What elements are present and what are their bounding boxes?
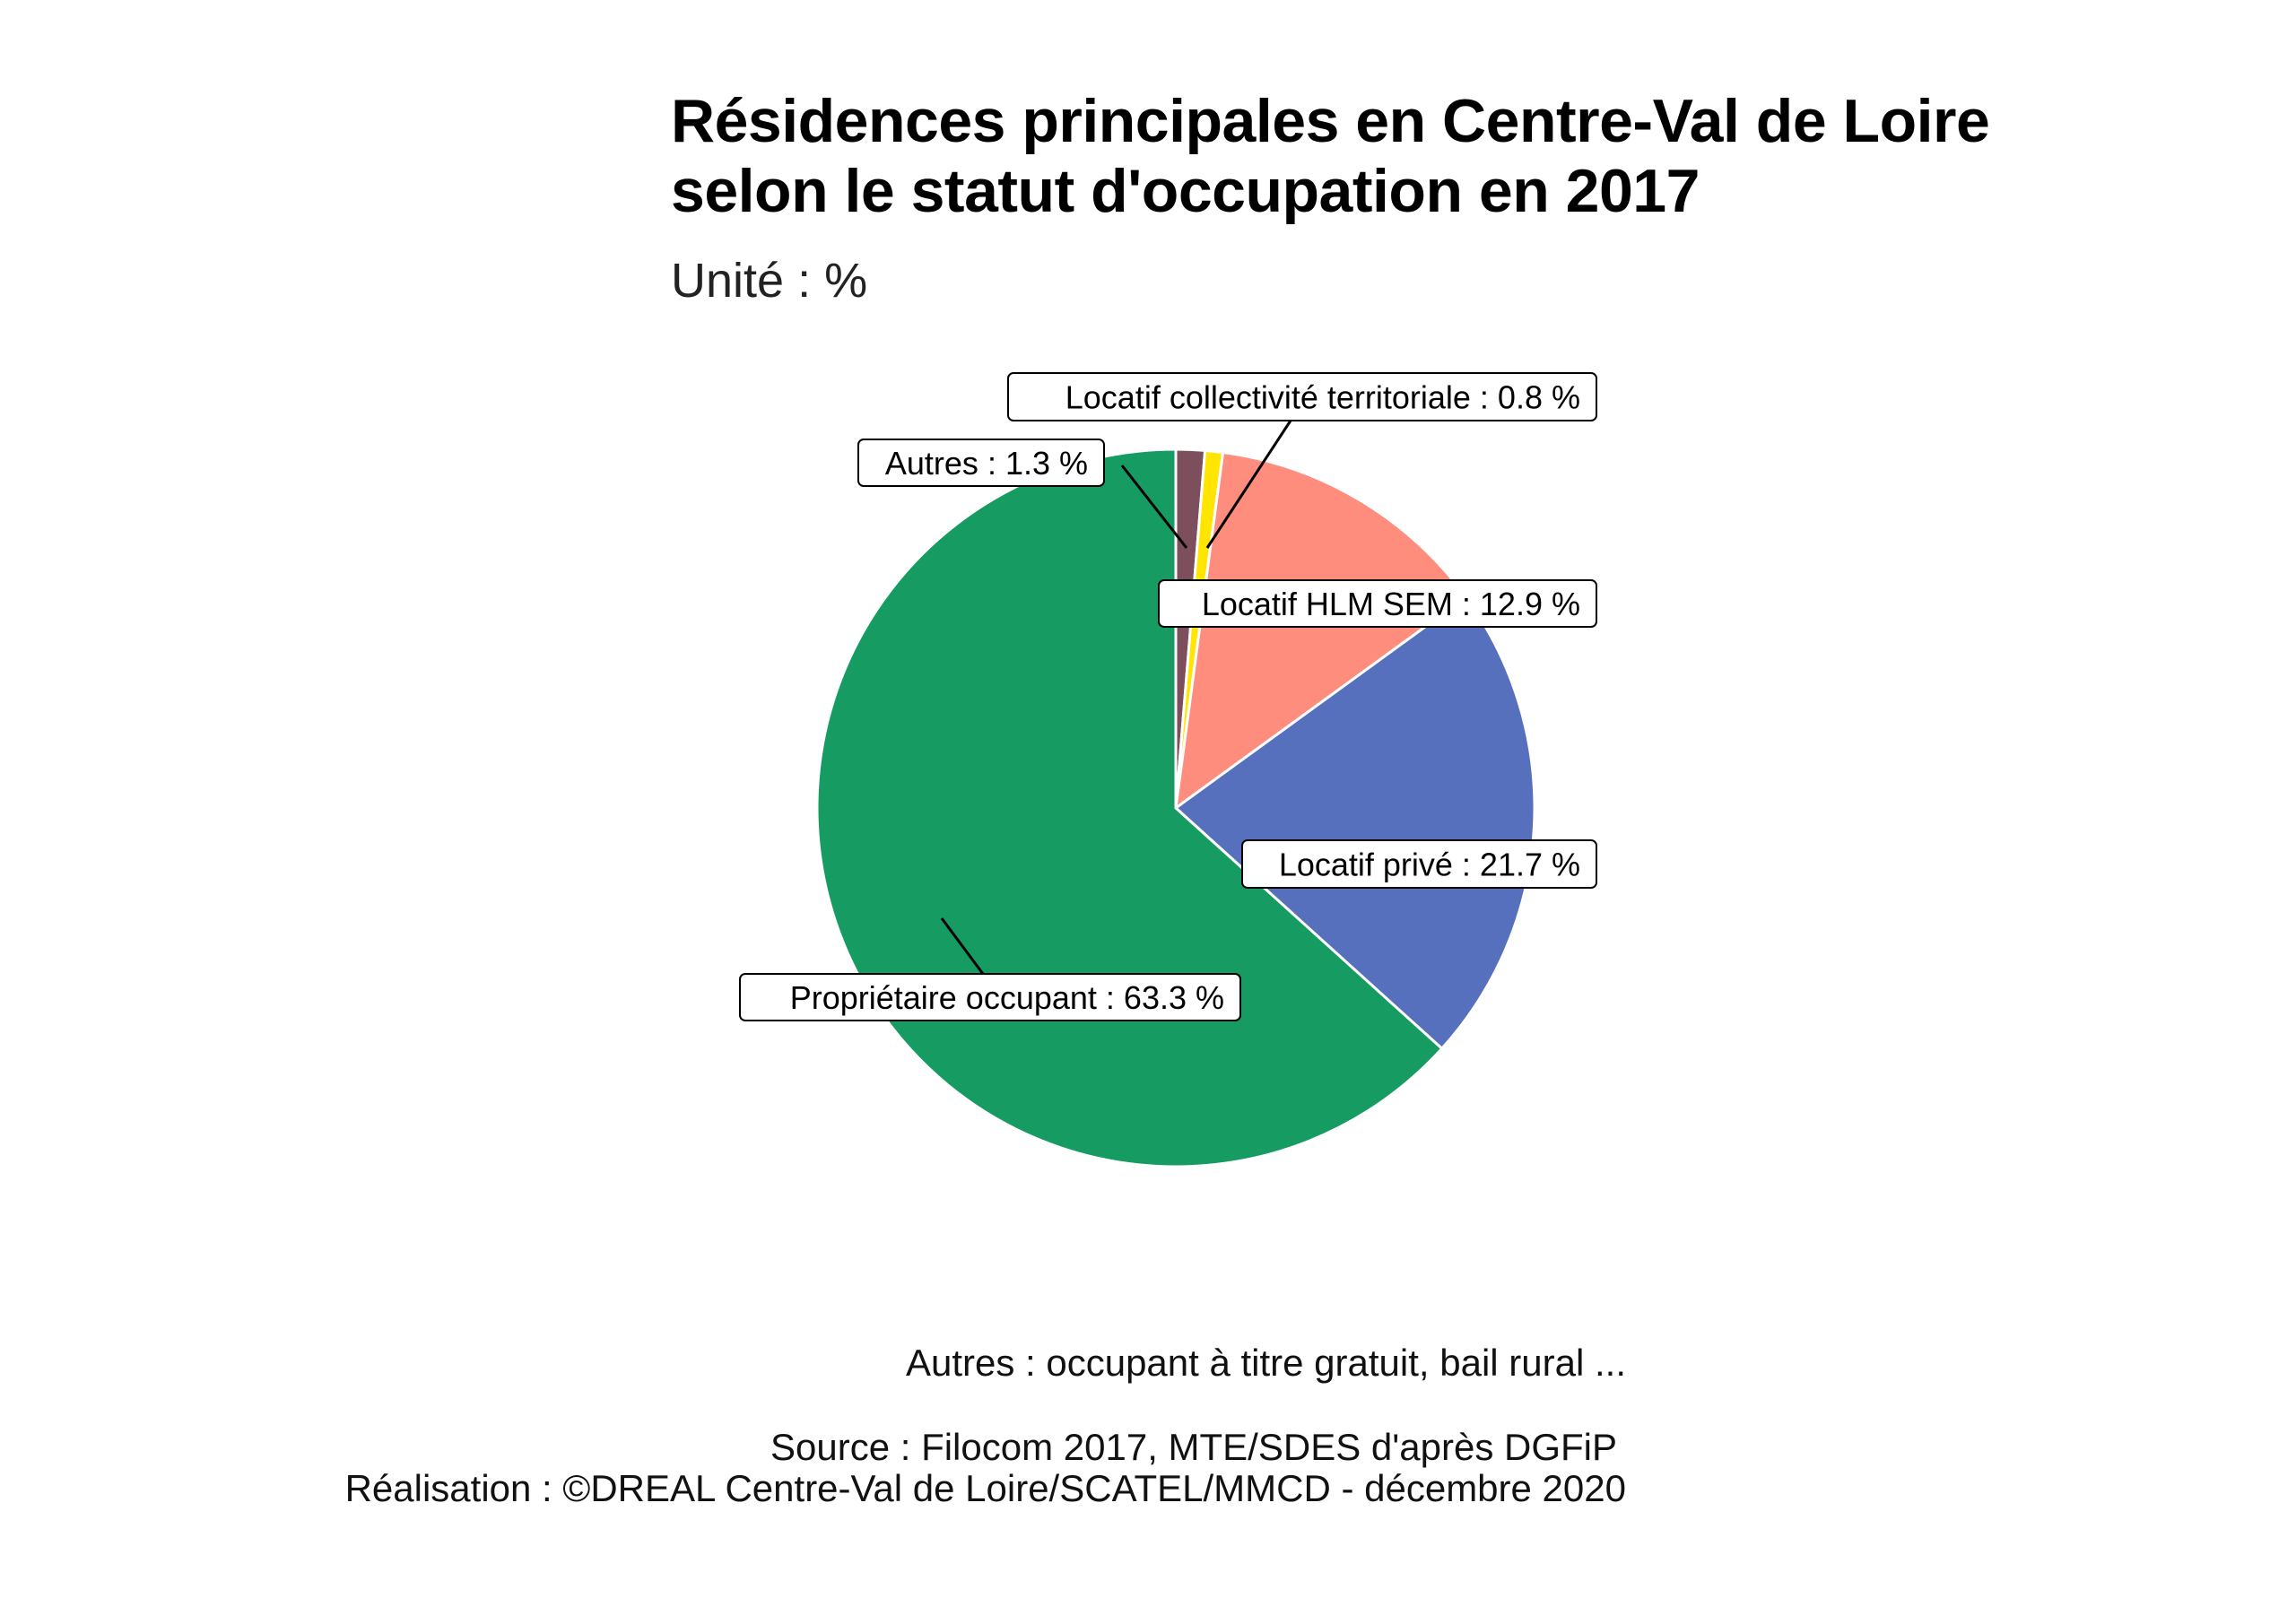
leader-line: [1205, 420, 1292, 549]
label-box: [1158, 579, 1597, 628]
label-box: [1007, 372, 1597, 421]
slice-label: Locatif collectivité territoriale : 0.8 …: [1007, 372, 1597, 421]
slice-label: Autres : 1.3 %: [857, 439, 1105, 487]
slice-label: Locatif HLM SEM : 12.9 %: [1158, 579, 1597, 628]
title-line-1: Résidences principales en Centre-Val de …: [671, 87, 1990, 155]
credit-note: Réalisation : ©DREAL Centre-Val de Loire…: [344, 1467, 1626, 1509]
label-text: Locatif privé : 21.7 %: [1279, 847, 1580, 883]
label-text: Locatif HLM SEM : 12.9 %: [1202, 586, 1580, 622]
chart-subtitle: Unité : %: [671, 254, 868, 308]
source-note: Source : Filocom 2017, MTE/SDES d'après …: [770, 1426, 1617, 1468]
label-text: Locatif collectivité territoriale : 0.8 …: [1065, 379, 1580, 416]
note-autres: Autres : occupant à titre gratuit, bail …: [905, 1342, 1626, 1384]
slice-label: Propriétaire occupant : 63.3 %: [739, 973, 1241, 1021]
pie-slice-locatif-hlm-sem: [1174, 450, 1468, 812]
label-box: [739, 973, 1241, 1021]
chart-title: Résidences principales en Centre-Val de …: [671, 86, 1990, 226]
pie-slice-locatif-priv-: [1173, 595, 1536, 1051]
slice-label: Locatif privé : 21.7 %: [1241, 839, 1597, 889]
label-box: [1241, 839, 1597, 889]
title-line-2: selon le statut d'occupation en 2017: [671, 157, 1700, 225]
label-box: [857, 439, 1105, 487]
label-text: Autres : 1.3 %: [885, 445, 1088, 482]
leader-line: [1120, 465, 1188, 549]
leader-line: [940, 917, 985, 975]
label-text: Propriétaire occupant : 63.3 %: [790, 979, 1224, 1016]
